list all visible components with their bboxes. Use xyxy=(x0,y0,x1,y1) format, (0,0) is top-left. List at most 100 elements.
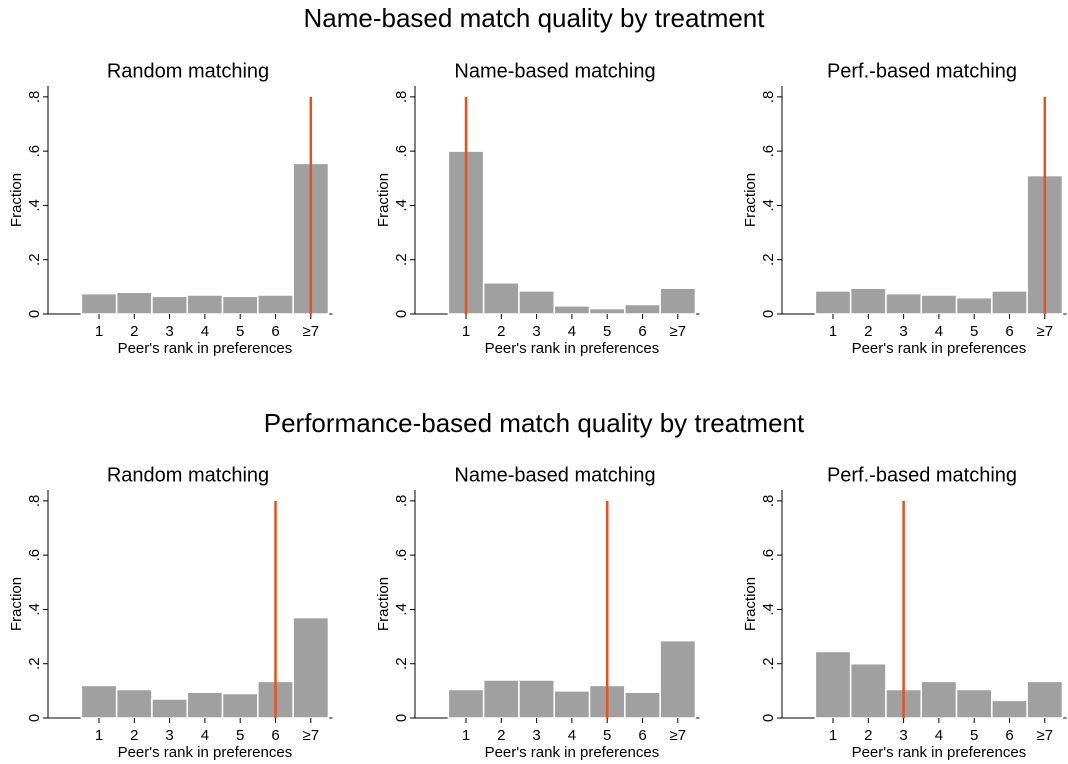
x-tick-label: ≥7 xyxy=(303,727,320,744)
y-axis-label: Fraction xyxy=(375,577,392,631)
y-tick-label: 0 xyxy=(26,714,43,722)
x-tick-label: 1 xyxy=(829,323,837,340)
x-tick-label: 6 xyxy=(1005,323,1013,340)
x-tick-label: 3 xyxy=(899,727,907,744)
bar xyxy=(624,303,661,315)
y-tick-label: .4 xyxy=(26,603,43,616)
x-tick-label: 1 xyxy=(95,323,103,340)
x-tick-label: ≥7 xyxy=(670,323,687,340)
bar xyxy=(115,291,153,315)
x-tick-label: 4 xyxy=(201,323,209,340)
bar xyxy=(920,294,958,315)
y-tick-label: 0 xyxy=(760,714,777,722)
panel: Random matching 0 .2 .4 .6 .8 Fraction 1 2 3 4 5 6 ≥7… xyxy=(8,464,333,761)
x-tick-label: ≥7 xyxy=(1037,323,1054,340)
x-tick-label: 6 xyxy=(1005,727,1013,744)
y-tick-label: .8 xyxy=(26,91,43,104)
bar xyxy=(814,650,852,719)
y-tick-label: .8 xyxy=(393,91,410,104)
x-axis-label: Peer's rank in preferences xyxy=(485,744,660,761)
bar xyxy=(955,296,993,315)
x-tick-label: 4 xyxy=(201,727,209,744)
y-tick-label: .2 xyxy=(393,253,410,266)
bar xyxy=(151,698,188,719)
y-axis-label: Fraction xyxy=(8,577,25,631)
y-tick-label: .6 xyxy=(393,145,410,158)
bar xyxy=(80,684,118,719)
y-tick-label: .2 xyxy=(26,253,43,266)
bar xyxy=(885,292,922,315)
bar xyxy=(849,287,887,315)
y-tick-label: .4 xyxy=(760,199,777,212)
x-tick-label: 2 xyxy=(864,323,872,340)
bar xyxy=(553,690,591,719)
x-axis-label: Peer's rank in preferences xyxy=(118,744,293,761)
y-tick-label: .6 xyxy=(760,549,777,562)
panel: Perf.-based matching 0 .2 .4 .6 .8 Fraction 1 2 3… xyxy=(742,60,1067,357)
y-tick-label: .4 xyxy=(393,603,410,616)
x-tick-label: 6 xyxy=(271,727,279,744)
x-tick-label: 5 xyxy=(970,323,978,340)
y-tick-label: .4 xyxy=(26,199,43,212)
bar xyxy=(115,688,153,719)
bar xyxy=(518,679,555,719)
y-tick-label: .8 xyxy=(760,495,777,508)
bar xyxy=(221,692,259,719)
x-tick-label: 4 xyxy=(568,323,576,340)
x-axis-label: Peer's rank in preferences xyxy=(852,744,1027,761)
bar xyxy=(518,290,555,315)
group-heading: Name-based match quality by treatment xyxy=(304,3,766,33)
x-axis-label: Peer's rank in preferences xyxy=(118,340,293,357)
x-tick-label: 3 xyxy=(165,727,173,744)
bar xyxy=(292,616,330,719)
bar xyxy=(991,699,1028,719)
x-tick-label: 1 xyxy=(462,323,470,340)
x-tick-label: 3 xyxy=(165,323,173,340)
x-tick-label: 4 xyxy=(568,727,576,744)
y-tick-label: .8 xyxy=(393,495,410,508)
group-heading: Performance-based match quality by treat… xyxy=(264,408,805,438)
chart-title: Random matching xyxy=(107,464,269,486)
y-tick-label: .4 xyxy=(393,199,410,212)
bar xyxy=(955,688,993,719)
y-tick-label: .6 xyxy=(393,549,410,562)
bar xyxy=(80,292,118,315)
x-tick-label: 2 xyxy=(130,727,138,744)
y-tick-label: 0 xyxy=(393,310,410,318)
x-tick-label: 5 xyxy=(603,323,611,340)
x-tick-label: 1 xyxy=(462,727,470,744)
x-tick-label: 5 xyxy=(236,323,244,340)
x-tick-label: 6 xyxy=(638,727,646,744)
y-tick-label: .2 xyxy=(393,657,410,670)
y-tick-label: .4 xyxy=(760,603,777,616)
bar xyxy=(553,305,591,315)
x-tick-label: 5 xyxy=(970,727,978,744)
bar xyxy=(624,691,661,719)
y-tick-label: 0 xyxy=(393,714,410,722)
x-tick-label: 6 xyxy=(638,323,646,340)
x-tick-label: ≥7 xyxy=(303,323,320,340)
x-tick-label: 2 xyxy=(497,323,505,340)
x-tick-label: 5 xyxy=(603,727,611,744)
y-tick-label: 0 xyxy=(760,310,777,318)
x-axis-label: Peer's rank in preferences xyxy=(852,340,1027,357)
bar xyxy=(920,680,958,719)
x-tick-label: 2 xyxy=(497,727,505,744)
x-tick-label: 3 xyxy=(532,323,540,340)
chart-title: Name-based matching xyxy=(454,464,655,486)
x-tick-label: 5 xyxy=(236,727,244,744)
bar xyxy=(659,639,697,719)
chart-title: Perf.-based matching xyxy=(827,60,1017,82)
y-tick-label: .2 xyxy=(760,253,777,266)
bar xyxy=(1026,680,1064,719)
y-axis-label: Fraction xyxy=(8,173,25,227)
y-axis-label: Fraction xyxy=(742,173,759,227)
bar xyxy=(186,294,224,315)
panel: Name-based matching 0 .2 .4 .6 .8 Fraction 1 2 3 4… xyxy=(375,60,700,357)
chart-title: Name-based matching xyxy=(454,60,655,82)
x-tick-label: 4 xyxy=(935,727,943,744)
bar xyxy=(991,290,1028,315)
panel: Random matching 0 .2 .4 .6 .8 Fraction 1 2 3 4 5 6 ≥7… xyxy=(8,60,333,357)
bar xyxy=(447,688,485,719)
